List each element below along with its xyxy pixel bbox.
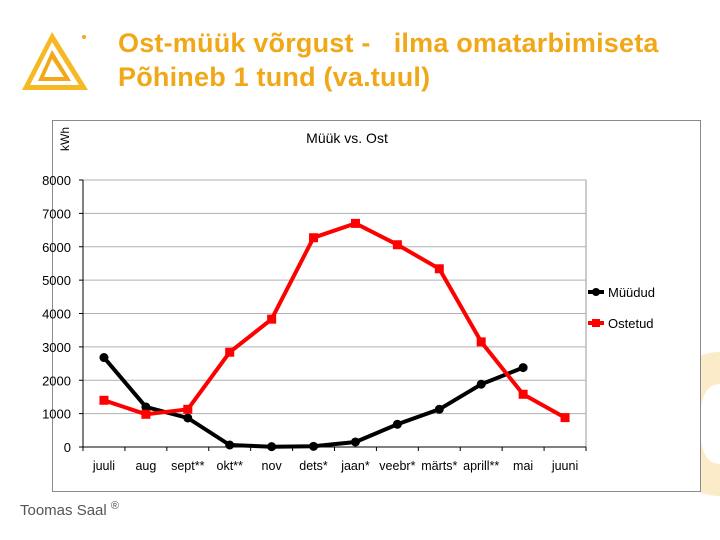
x-tick-label: jaan* (340, 459, 370, 473)
axis-layer: 0 1000 2000 3000 4000 5000 6000 7000 8000 juuli au… (42, 173, 587, 473)
y-tick-label: 1000 (42, 407, 71, 422)
data-point (434, 404, 444, 414)
data-point (350, 437, 360, 447)
x-tick-label: sept** (171, 459, 204, 473)
x-tick-label: juuli (92, 459, 115, 473)
y-tick-label: 5000 (42, 273, 71, 288)
y-tick-label: 3000 (42, 340, 71, 355)
legend-label: Ostetud (608, 316, 654, 331)
data-point (309, 441, 319, 451)
footer-author: Toomas Saal ® (20, 500, 119, 519)
data-point (309, 233, 319, 243)
x-tick-label: mai (513, 459, 533, 473)
data-point (141, 402, 151, 412)
x-tick-label: aprill** (463, 459, 499, 473)
data-point (560, 413, 570, 423)
y-tick-label: 0 (64, 440, 71, 455)
data-point (392, 419, 402, 429)
data-point (141, 409, 151, 419)
data-point (225, 347, 235, 357)
data-point (518, 389, 528, 399)
data-point (267, 442, 277, 452)
data-point (183, 413, 193, 423)
legend: Müüdud Ostetud (588, 285, 655, 331)
data-point (392, 240, 402, 250)
data-point (225, 440, 235, 450)
y-tick-label: 4000 (42, 307, 71, 322)
x-tick-label: aug (135, 459, 156, 473)
series-layer (99, 218, 570, 452)
legend-label: Müüdud (608, 285, 655, 300)
data-point (434, 264, 444, 274)
data-point (476, 337, 486, 347)
y-tick-label: 8000 (42, 173, 71, 188)
data-point (99, 395, 109, 405)
slide-title-line-1: Ost-müük võrgust - ilma omatarbimiseta (118, 28, 659, 58)
data-point (99, 353, 109, 363)
data-point (518, 363, 528, 373)
registered-mark: ® (110, 500, 119, 512)
data-point (476, 379, 486, 389)
author-name: Toomas Saal (20, 502, 107, 519)
x-tick-label: okt** (217, 459, 244, 473)
x-tick-label: dets* (299, 459, 328, 473)
x-tick-label: märts* (421, 459, 457, 473)
data-point (183, 404, 193, 414)
grid-layer (82, 179, 587, 448)
y-tick-label: 7000 (42, 206, 71, 221)
triangle-logo-icon (22, 32, 88, 90)
data-point (350, 218, 360, 228)
legend-marker (592, 288, 600, 296)
legend-marker (592, 319, 600, 327)
data-point (267, 314, 277, 324)
x-tick-label: veebr* (379, 459, 415, 473)
x-tick-label: juuni (551, 459, 578, 473)
series-line-1 (103, 221, 566, 420)
slide-title-line-2: Põhineb 1 tund (va.tuul) (118, 62, 431, 92)
chart-title: Müük vs. Ost (306, 130, 388, 146)
y-axis-label: kWh (58, 127, 72, 151)
x-tick-label: nov (262, 459, 283, 473)
y-tick-label: 6000 (42, 240, 71, 255)
y-tick-label: 2000 (42, 373, 71, 388)
